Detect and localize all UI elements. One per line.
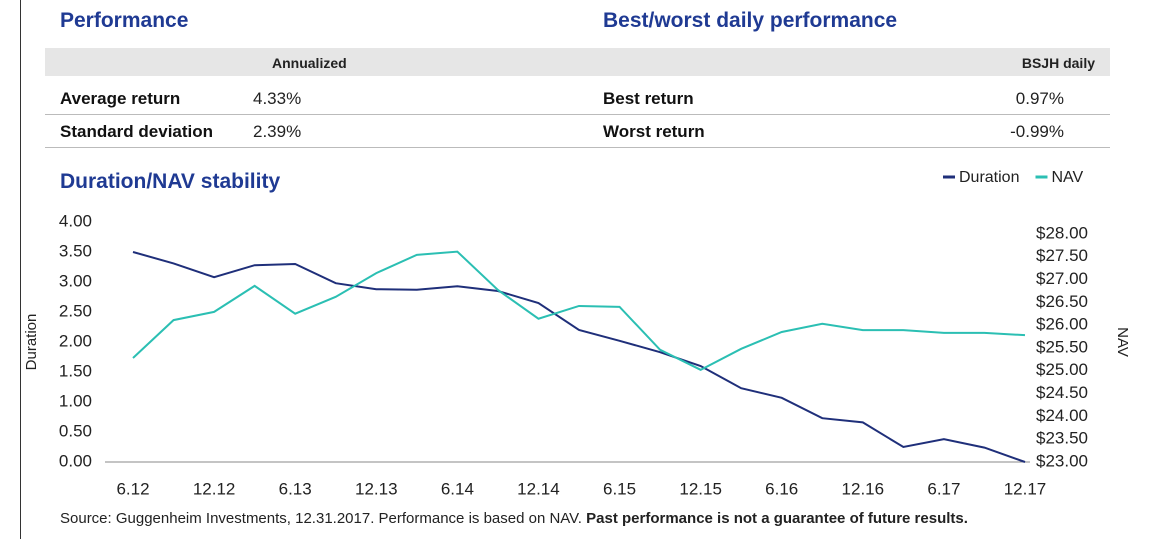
column-header: BSJH daily xyxy=(1021,55,1095,71)
row-value: 4.33% xyxy=(253,89,302,108)
row-label: Standard deviation xyxy=(60,122,214,141)
x-tick-label: 12.16 xyxy=(842,479,885,498)
y2-tick-label: $25.50 xyxy=(1036,337,1088,356)
y-tick-label: 3.00 xyxy=(59,271,92,290)
x-tick-label: 12.15 xyxy=(679,479,722,498)
x-tick-label: 12.13 xyxy=(355,479,398,498)
x-tick-label: 12.12 xyxy=(193,479,236,498)
table-header-band xyxy=(45,48,1110,76)
y2-tick-label: $27.00 xyxy=(1036,269,1088,288)
chart-title: Duration/NAV stability xyxy=(60,170,281,193)
footnote-emphasis: Past performance is not a guarantee of f… xyxy=(586,510,968,527)
y2-tick-label: $23.50 xyxy=(1036,429,1088,448)
y-tick-label: 0.00 xyxy=(59,451,92,470)
y-tick-label: 0.50 xyxy=(59,421,92,440)
y-tick-label: 4.00 xyxy=(59,211,92,230)
footnote: Source: Guggenheim Investments, 12.31.20… xyxy=(60,510,968,527)
row-value: 0.97% xyxy=(1015,89,1064,108)
series-line xyxy=(132,251,1026,463)
x-tick-label: 6.13 xyxy=(279,479,312,498)
y2-tick-label: $25.00 xyxy=(1036,360,1088,379)
row-label: Average return xyxy=(60,89,181,108)
y2-tick-label: $26.50 xyxy=(1036,292,1088,311)
y-tick-label: 2.00 xyxy=(59,331,92,350)
column-header: Annualized xyxy=(272,55,347,71)
y-tick-label: 2.50 xyxy=(59,301,92,320)
x-tick-label: 12.14 xyxy=(517,479,560,498)
row-value: -0.99% xyxy=(1010,122,1064,141)
section-title: Performance xyxy=(60,9,189,32)
x-tick-label: 6.17 xyxy=(927,479,960,498)
y2-tick-label: $26.00 xyxy=(1036,315,1088,334)
row-rule xyxy=(45,147,1110,148)
row-rule xyxy=(45,114,1110,115)
y-tick-label: 3.50 xyxy=(59,241,92,260)
row-label: Worst return xyxy=(603,122,705,141)
footnote-text: Source: Guggenheim Investments, 12.31.20… xyxy=(60,510,582,527)
left-rule xyxy=(20,0,21,539)
y-tick-label: 1.00 xyxy=(59,391,92,410)
series-line xyxy=(132,250,1026,371)
y2-tick-label: $27.50 xyxy=(1036,246,1088,265)
y2-tick-label: $24.00 xyxy=(1036,406,1088,425)
row-label: Best return xyxy=(603,89,694,108)
y-axis-title: Duration xyxy=(23,314,40,371)
y-tick-label: 1.50 xyxy=(59,361,92,380)
x-tick-label: 6.14 xyxy=(441,479,474,498)
x-tick-label: 6.15 xyxy=(603,479,636,498)
y2-tick-label: $23.00 xyxy=(1036,451,1088,470)
y2-axis-title: NAV xyxy=(1114,327,1131,357)
section-title: Best/worst daily performance xyxy=(603,9,898,32)
y2-tick-label: $28.00 xyxy=(1036,223,1088,242)
x-tick-label: 6.12 xyxy=(116,479,149,498)
legend-label: Duration xyxy=(959,169,1019,186)
x-tick-label: 6.16 xyxy=(765,479,798,498)
legend-label: NAV xyxy=(1051,169,1083,186)
x-tick-label: 12.17 xyxy=(1004,479,1047,498)
row-value: 2.39% xyxy=(253,122,302,141)
y2-tick-label: $24.50 xyxy=(1036,383,1088,402)
